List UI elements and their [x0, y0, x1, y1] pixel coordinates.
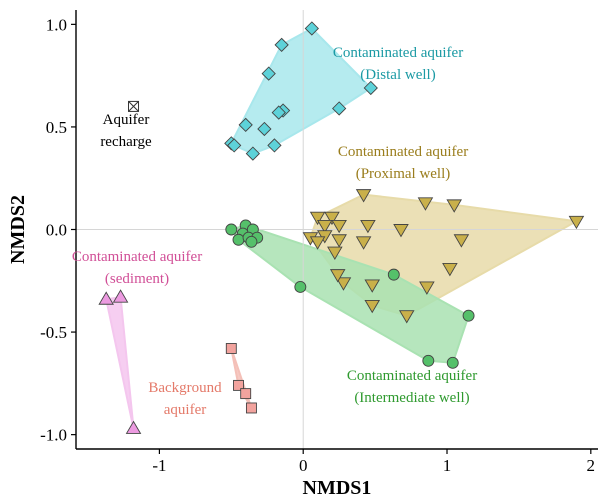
annotation-line: Contaminated aquifer	[333, 45, 463, 61]
square-x-line	[128, 101, 139, 112]
diamond-point	[363, 80, 378, 96]
square-point	[233, 379, 244, 391]
triangle-down-point	[309, 211, 326, 226]
x-tick-label: 2	[587, 456, 596, 475]
group-hulls	[105, 27, 578, 430]
group-annotation-1: Contaminated aquifer (Distal well)	[333, 45, 463, 83]
triangle-down-point	[393, 224, 409, 238]
triangle-up-point	[125, 420, 142, 434]
group-annotation-3: Contaminated aquifer (Intermediate well)	[347, 368, 477, 406]
data-points	[98, 21, 585, 434]
diamond-point	[227, 138, 242, 153]
triangle-down-point	[446, 199, 462, 213]
annotation-line: Aquifer	[103, 112, 150, 128]
annotation-line: aquifer	[164, 402, 206, 418]
y-axis-title: NMDS2	[7, 195, 29, 264]
triangle-down-point	[360, 219, 376, 234]
circle-point	[446, 356, 459, 369]
triangle-up-point	[112, 289, 129, 303]
group-annotation-4: Contaminated aquifer (sediment)	[72, 249, 202, 287]
triangle-down-point	[324, 211, 340, 226]
diamond-point	[238, 117, 253, 133]
group-annotation-2: Contaminated aquifer (Proximal well)	[338, 144, 468, 182]
y-tick-label: 0.0	[46, 221, 67, 240]
diamond-point	[271, 105, 286, 120]
diamond-point	[245, 146, 261, 161]
circle-point	[462, 309, 475, 322]
triangle-down-point	[327, 246, 343, 260]
y-tick-label: -0.5	[40, 323, 67, 342]
annotation-line: Background	[148, 380, 222, 396]
annotation-line: Contaminated aquifer	[347, 368, 477, 384]
annotation-line: (Proximal well)	[356, 166, 451, 182]
square-point	[245, 402, 257, 414]
circle-point	[387, 268, 400, 281]
triangle-up-point	[98, 291, 114, 305]
x-tick-label: -1	[152, 456, 166, 475]
diamond-point	[267, 138, 282, 153]
hull-group-4	[105, 296, 135, 430]
annotation-line: recharge	[100, 134, 152, 150]
diamond-point	[257, 121, 272, 137]
diamond-point	[332, 101, 347, 116]
triangle-down-point	[364, 279, 381, 293]
triangle-down-point	[398, 310, 415, 324]
triangle-down-point	[364, 299, 381, 314]
triangle-down-point	[355, 189, 372, 203]
group-annotation-6: Aquifer recharge	[100, 112, 152, 150]
annotation-line: Contaminated aquifer	[338, 144, 468, 160]
square-point	[225, 343, 237, 354]
x-axis-title: NMDS1	[303, 477, 372, 499]
y-tick-label: 1.0	[46, 15, 67, 34]
circle-point	[225, 223, 238, 236]
group-annotations: Contaminated aquifer (Distal well)Contami…	[72, 45, 477, 418]
circle-point	[422, 354, 435, 367]
y-tick-label: 0.5	[46, 118, 67, 137]
triangle-down-point	[453, 234, 470, 248]
x-tick-label: 1	[443, 456, 452, 475]
triangle-down-point	[331, 234, 347, 248]
triangle-down-point	[442, 263, 458, 277]
triangle-down-point	[568, 215, 585, 230]
square-x-point	[128, 100, 140, 112]
triangle-down-point	[419, 281, 435, 295]
hull-group-5	[230, 347, 253, 409]
triangle-down-point	[417, 197, 434, 211]
triangle-down-point	[335, 277, 352, 291]
x-tick-label: 0	[299, 456, 308, 475]
triangle-down-point	[316, 219, 333, 234]
annotation-line: (Distal well)	[360, 67, 435, 83]
square-point	[240, 388, 252, 400]
axes: -1 0 1 2 -1.0 -0.5 0.0 0.5 1.0	[40, 10, 598, 475]
triangle-down-point	[355, 236, 372, 250]
circle-point	[294, 280, 307, 293]
triangle-down-point	[331, 219, 347, 234]
annotation-line: (Intermediate well)	[354, 390, 469, 406]
triangle-down-point	[329, 269, 346, 283]
annotation-line: (sediment)	[105, 271, 169, 287]
diamond-point	[261, 66, 276, 81]
diamond-point	[304, 21, 319, 36]
triangle-down-point	[309, 236, 326, 250]
circle-point	[245, 235, 258, 248]
group-annotation-5: Background aquifer	[148, 380, 222, 418]
circle-point	[232, 233, 245, 246]
diamond-point	[274, 37, 289, 53]
y-tick-label: -1.0	[40, 426, 67, 445]
annotation-line: Contaminated aquifer	[72, 249, 202, 265]
